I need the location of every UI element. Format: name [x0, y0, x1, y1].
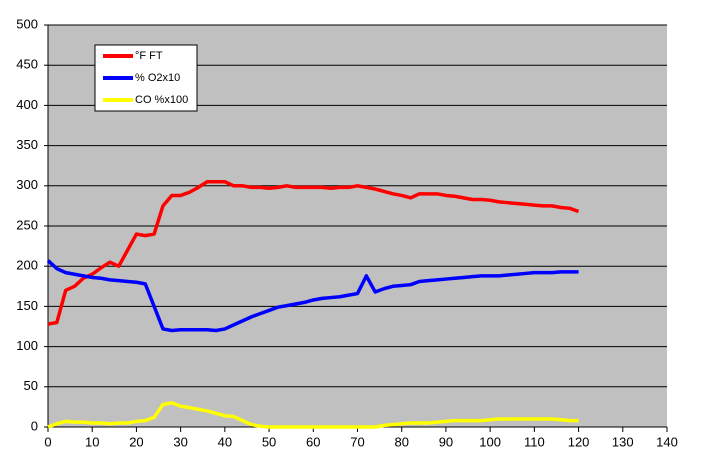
line-series — [47, 401, 579, 429]
x-tick-label: 120 — [568, 434, 590, 449]
x-tick-label: 20 — [129, 434, 143, 449]
x-tick-label: 30 — [173, 434, 187, 449]
x-tick-label: 70 — [350, 434, 364, 449]
legend-label: % O2x10 — [135, 72, 180, 84]
legend-label: CO %x100 — [135, 94, 188, 106]
y-tick-label: 500 — [16, 16, 38, 31]
x-tick-label: 80 — [394, 434, 408, 449]
x-tick-label: 10 — [85, 434, 99, 449]
x-tick-label: 100 — [479, 434, 501, 449]
y-tick-label: 150 — [16, 298, 38, 313]
x-tick-label: 0 — [44, 434, 51, 449]
line-series — [47, 180, 580, 326]
y-tick-label: 450 — [16, 57, 38, 72]
x-tick-label: 60 — [306, 434, 320, 449]
x-tick-label: 40 — [218, 434, 232, 449]
y-tick-label: 100 — [16, 338, 38, 353]
line-series — [46, 259, 579, 333]
y-tick-label: 200 — [16, 258, 38, 273]
y-tick-label: 400 — [16, 97, 38, 112]
x-tick-label: 110 — [524, 434, 545, 449]
y-tick-label: 250 — [16, 217, 38, 232]
x-tick-label: 50 — [262, 434, 276, 449]
x-tick-label: 130 — [612, 434, 634, 449]
legend-label: °F FT — [135, 50, 163, 62]
y-tick-label: 50 — [24, 378, 38, 393]
y-tick-label: 350 — [16, 137, 38, 152]
y-tick-label: 0 — [31, 418, 38, 433]
x-tick-label: 90 — [439, 434, 453, 449]
x-tick-label: 140 — [656, 434, 678, 449]
y-tick-label: 300 — [16, 177, 38, 192]
